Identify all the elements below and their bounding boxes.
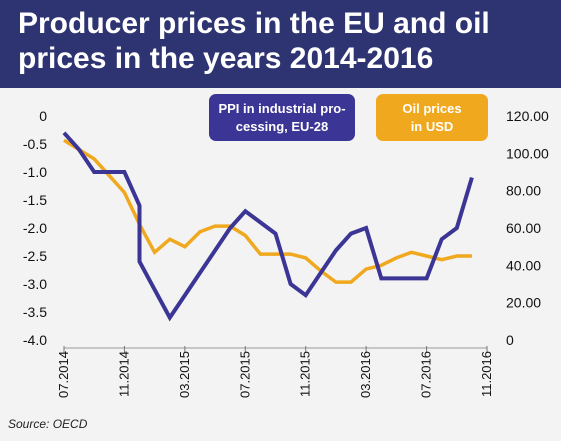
- x-tick-label: 07.2016: [419, 351, 434, 398]
- right-axis: 120.00 100.00 80.00 60.00 40.00 20.00 0: [506, 108, 549, 348]
- x-tick-label: 11.2016: [479, 351, 494, 397]
- left-axis: 0 -0.5 -1.0 -1.5 -2.0 -2.5 -3.0 -3.5 -4.0: [23, 108, 47, 348]
- legend-ppi: PPI in industrial pro- cessing, EU-28: [209, 94, 355, 141]
- legend-ppi-line2: cessing, EU-28: [236, 119, 329, 134]
- right-tick-label: 100.00: [506, 145, 549, 161]
- x-tick-label: 03.2015: [177, 351, 192, 398]
- left-tick-label: -4.0: [23, 332, 47, 348]
- x-tick-label: 07.2015: [237, 351, 252, 398]
- legend-ppi-box: [209, 94, 355, 141]
- x-tick-label: 11.2015: [298, 351, 313, 397]
- chart-area: 0 -0.5 -1.0 -1.5 -2.0 -2.5 -3.0 -3.5 -4.0 120.00…: [23, 94, 549, 398]
- left-tick-label: -0.5: [23, 136, 47, 152]
- chart-title: Producer prices in the EU and oil prices…: [18, 7, 490, 75]
- header-band: Producer prices in the EU and oil prices…: [0, 0, 561, 88]
- left-tick-label: -3.5: [23, 304, 47, 320]
- oil-series-line: [63, 138, 472, 284]
- right-tick-label: 40.00: [506, 257, 541, 273]
- left-tick-label: 0: [39, 108, 47, 124]
- legend-oil-line1: Oil prices: [402, 101, 461, 116]
- left-tick-label: -1.0: [23, 164, 47, 180]
- right-tick-label: 120.00: [506, 108, 549, 124]
- x-tick-label: 11.2014: [116, 351, 131, 397]
- right-tick-label: 80.00: [506, 183, 541, 199]
- legend-oil: Oil prices in USD: [376, 94, 488, 141]
- x-axis: 07.2014 11.2014 03.2015 07.2015 11.2015 03.20…: [56, 346, 494, 398]
- legend-oil-box: [376, 94, 488, 141]
- source-note: Source: OECD: [8, 417, 88, 431]
- left-tick-label: -1.5: [23, 192, 47, 208]
- left-tick-label: -2.0: [23, 220, 47, 236]
- right-tick-label: 0: [506, 332, 514, 348]
- left-tick-label: -3.0: [23, 276, 47, 292]
- left-tick-label: -2.5: [23, 248, 47, 264]
- legend-ppi-line1: PPI in industrial pro-: [218, 101, 345, 116]
- legend-oil-line2: in USD: [411, 119, 454, 134]
- series-lines: [62, 131, 474, 322]
- right-tick-label: 60.00: [506, 220, 541, 236]
- x-tick-label: 03.2016: [358, 351, 373, 398]
- ppi-series-line: [62, 131, 474, 322]
- right-tick-label: 20.00: [506, 295, 541, 311]
- x-tick-label: 07.2014: [56, 351, 71, 398]
